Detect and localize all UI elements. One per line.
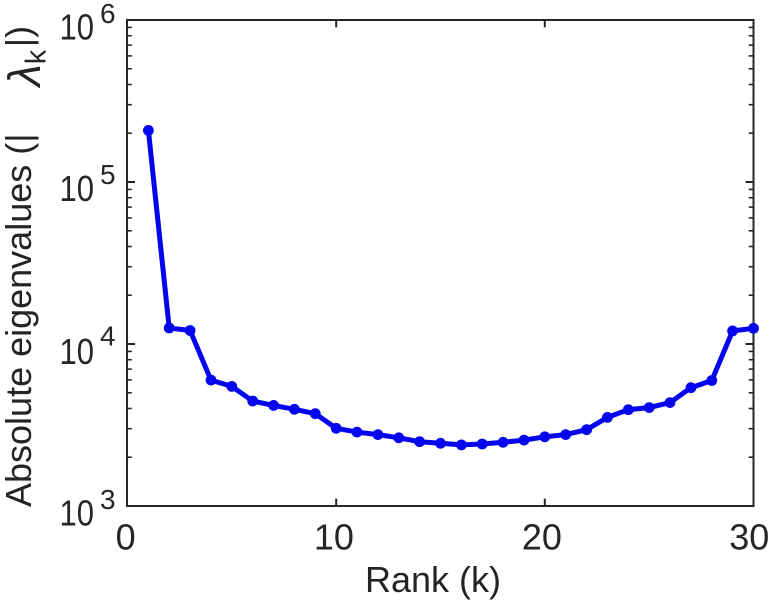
svg-text:0: 0 [116, 517, 136, 558]
svg-text:10: 10 [60, 331, 95, 372]
svg-text:10: 10 [314, 517, 354, 558]
svg-text:30: 30 [729, 517, 769, 558]
svg-text:3: 3 [100, 484, 116, 515]
svg-text:10: 10 [60, 7, 95, 48]
svg-text:20: 20 [522, 517, 562, 558]
svg-text:5: 5 [100, 159, 116, 190]
svg-text:6: 6 [100, 0, 116, 29]
svg-text:Rank (k): Rank (k) [365, 559, 501, 600]
svg-text:Absolute eigenvalues (|λk|): Absolute eigenvalues (|λk|) [0, 26, 53, 507]
svg-text:4: 4 [100, 321, 116, 352]
svg-text:10: 10 [60, 168, 95, 209]
svg-text:10: 10 [60, 493, 95, 534]
